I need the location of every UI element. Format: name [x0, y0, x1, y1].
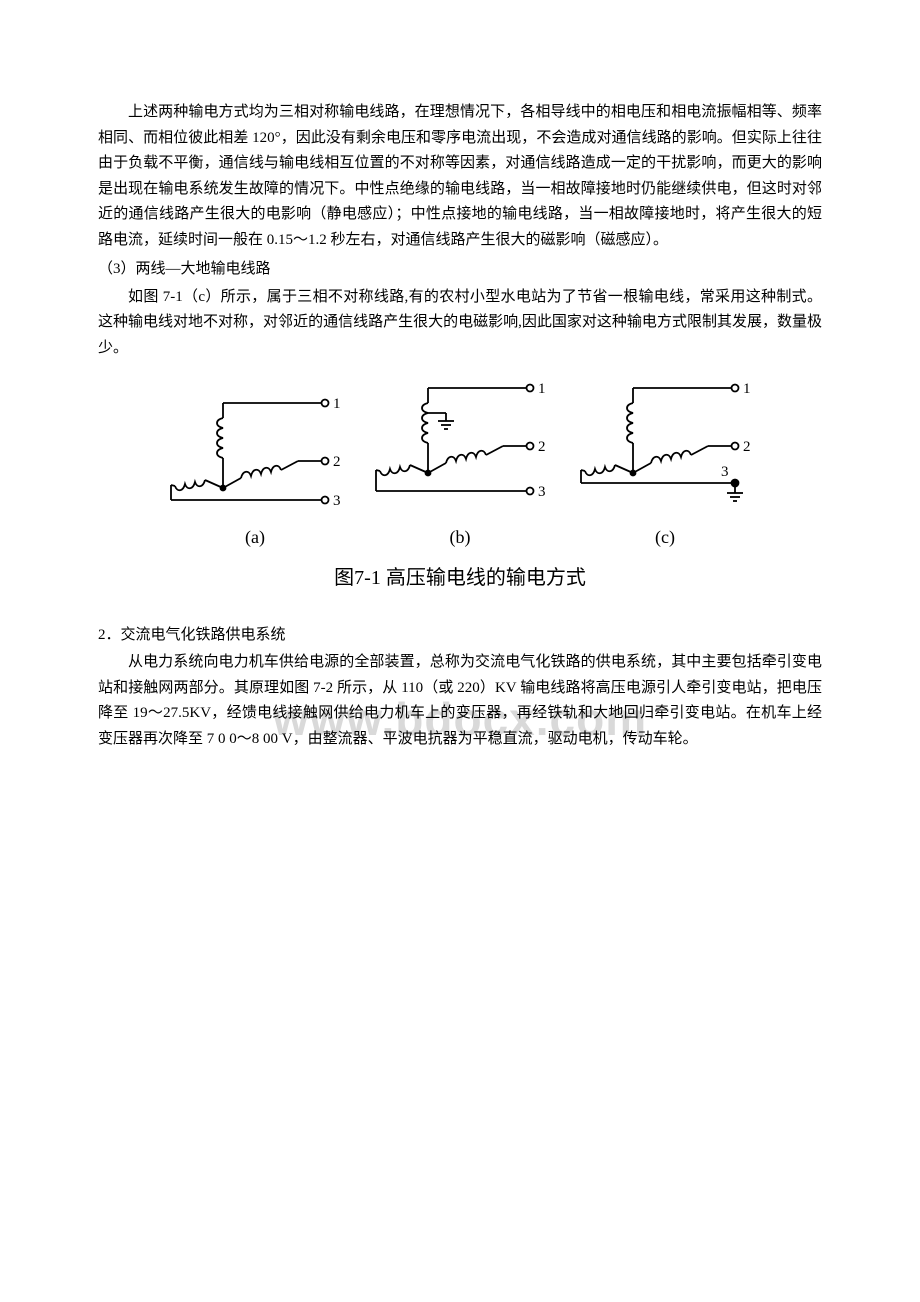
heading-3: （3）两线—大地输电线路 [98, 257, 822, 283]
figure-7-1: 1 2 3 [98, 373, 822, 595]
svg-text:1: 1 [538, 381, 546, 397]
circuit-a-svg: 1 2 3 [163, 388, 348, 518]
subfigure-c: 1 2 3 [573, 373, 758, 553]
subfig-b-label: (b) [450, 522, 471, 553]
svg-text:1: 1 [743, 381, 751, 397]
subfig-c-label: (c) [655, 522, 675, 553]
subfigure-a: 1 2 3 [163, 388, 348, 553]
figure-caption: 图7-1 高压输电线的输电方式 [98, 561, 822, 595]
svg-text:3: 3 [721, 464, 729, 480]
figure-row: 1 2 3 [98, 373, 822, 553]
subfigure-b: 1 2 3 [368, 373, 553, 553]
paragraph-2: 如图 7-1（c）所示，属于三相不对称线路,有的农村小型水电站为了节省一根输电线… [98, 285, 822, 362]
circuit-c-svg: 1 2 3 [573, 373, 758, 518]
paragraph-1: 上述两种输电方式均为三相对称输电线路，在理想情况下，各相导线中的相电压和相电流振… [98, 100, 822, 253]
circuit-b-svg: 1 2 3 [368, 373, 553, 518]
svg-text:2: 2 [743, 439, 751, 455]
svg-text:3: 3 [538, 484, 546, 500]
section-2-heading: 2．交流电气化铁路供电系统 [98, 623, 822, 649]
svg-text:2: 2 [538, 439, 546, 455]
svg-text:2: 2 [333, 454, 341, 470]
section-2-body: 从电力系统向电力机车供给电源的全部装置，总称为交流电气化铁路的供电系统，其中主要… [98, 650, 822, 752]
svg-text:3: 3 [333, 493, 341, 509]
document-content: 上述两种输电方式均为三相对称输电线路，在理想情况下，各相导线中的相电压和相电流振… [98, 100, 822, 752]
svg-text:1: 1 [333, 396, 341, 412]
subfig-a-label: (a) [245, 522, 265, 553]
